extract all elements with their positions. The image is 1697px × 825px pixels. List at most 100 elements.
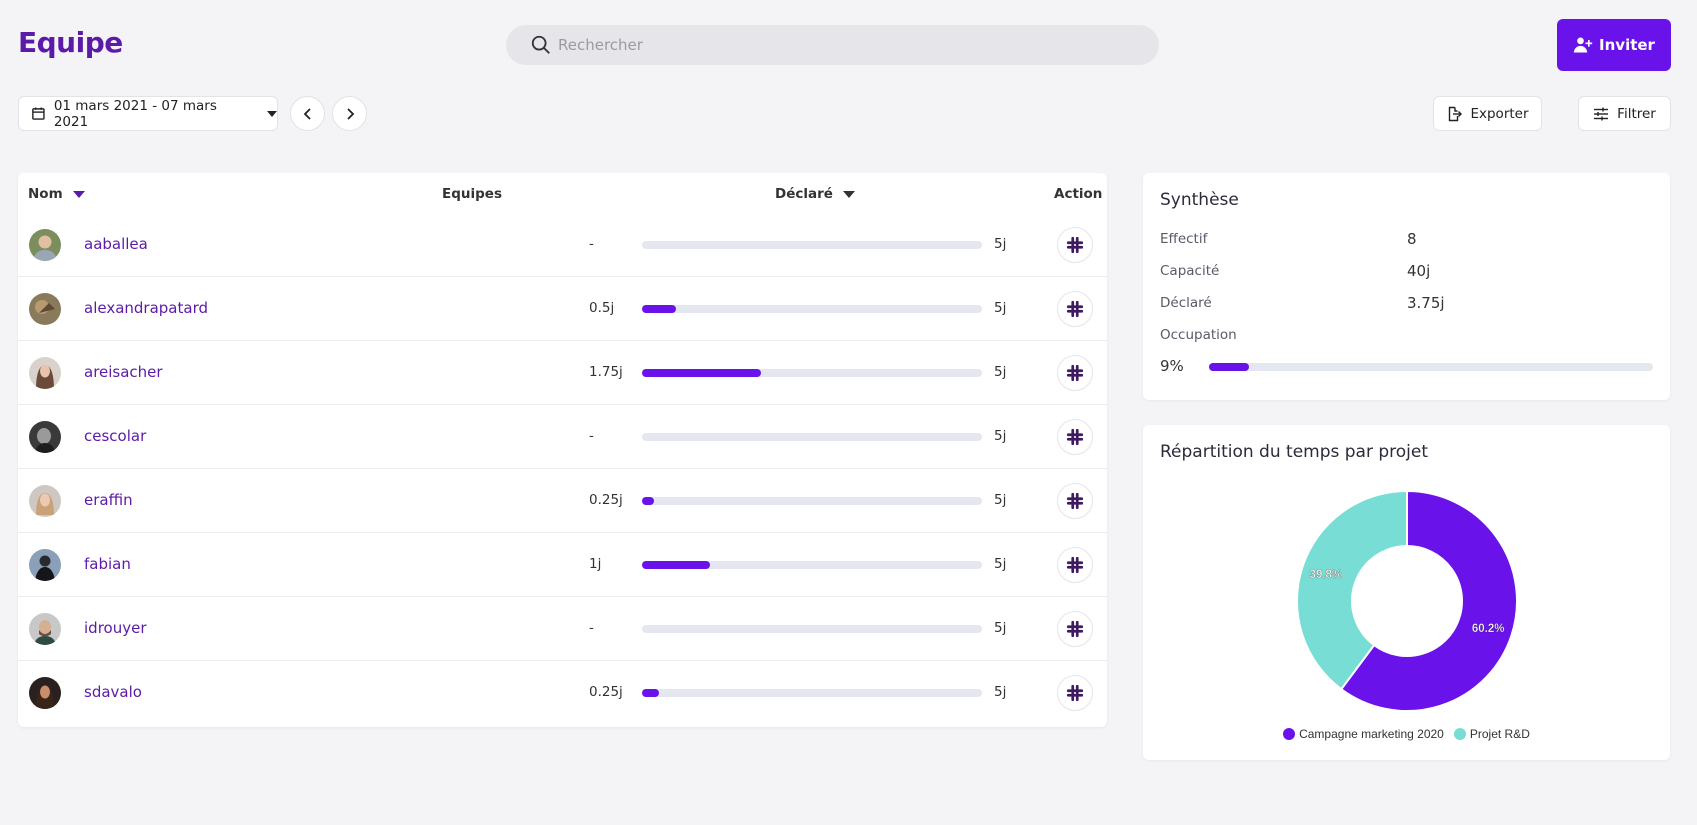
next-week-button[interactable] <box>332 96 367 131</box>
capacity-value: 5j <box>994 492 1007 508</box>
search-bar[interactable] <box>506 25 1159 65</box>
declared-value: 0.25j <box>589 684 623 700</box>
chart-title: Répartition du temps par projet <box>1160 442 1429 462</box>
username-link[interactable]: fabian <box>84 555 131 573</box>
slack-icon <box>1066 620 1084 638</box>
table-row[interactable]: cescolar - 5j <box>18 405 1107 469</box>
calendar-icon <box>32 107 45 120</box>
legend-item[interactable]: Campagne marketing 2020 <box>1283 727 1444 741</box>
caret-down-icon <box>267 110 277 117</box>
sort-caret-icon <box>72 190 85 198</box>
avatar <box>29 613 61 645</box>
slack-icon <box>1066 556 1084 574</box>
capacity-value: 5j <box>994 364 1007 380</box>
column-header-name-label: Nom <box>28 186 63 202</box>
slack-button[interactable] <box>1057 291 1093 327</box>
declared-progress-bar <box>642 625 982 633</box>
capacity-value: 5j <box>994 620 1007 636</box>
avatar <box>29 229 61 261</box>
page-title: Equipe <box>18 26 123 59</box>
capacity-value: 5j <box>994 684 1007 700</box>
capacite-label: Capacité <box>1160 263 1220 279</box>
chart-legend: Campagne marketing 2020 Projet R&D <box>1143 727 1670 741</box>
date-range-picker[interactable]: 01 mars 2021 - 07 mars 2021 <box>18 96 278 131</box>
summary-title: Synthèse <box>1160 190 1239 210</box>
declared-progress-bar <box>642 369 982 377</box>
declared-progress-bar <box>642 305 982 313</box>
occupation-progress-bar <box>1209 363 1653 371</box>
slack-icon <box>1066 492 1084 510</box>
legend-dot <box>1283 728 1296 740</box>
slack-button[interactable] <box>1057 355 1093 391</box>
declared-progress-fill <box>642 305 676 313</box>
declared-value: - <box>589 428 594 444</box>
column-header-action: Action <box>1054 186 1103 202</box>
declared-value: - <box>589 236 594 252</box>
username-link[interactable]: areisacher <box>84 363 163 381</box>
slack-button[interactable] <box>1057 547 1093 583</box>
filter-button[interactable]: Filtrer <box>1578 96 1671 131</box>
invite-button[interactable]: Inviter <box>1557 19 1671 71</box>
avatar <box>29 357 61 389</box>
table-row[interactable]: alexandrapatard 0.5j 5j <box>18 277 1107 341</box>
donut-slice[interactable] <box>1296 489 1408 691</box>
slack-button[interactable] <box>1057 611 1093 647</box>
column-header-name[interactable]: Nom <box>28 186 85 202</box>
slack-icon <box>1066 300 1084 318</box>
username-link[interactable]: eraffin <box>84 491 133 509</box>
chevron-right-icon <box>346 107 354 120</box>
declared-progress-fill <box>642 689 659 697</box>
occupation-label: Occupation <box>1160 327 1237 343</box>
slack-icon <box>1066 684 1084 702</box>
username-link[interactable]: cescolar <box>84 427 147 445</box>
table-row[interactable]: aaballea - 5j <box>18 213 1107 277</box>
previous-week-button[interactable] <box>290 96 325 131</box>
table-row[interactable]: sdavalo 0.25j 5j <box>18 661 1107 725</box>
legend-label: Campagne marketing 2020 <box>1299 727 1444 741</box>
declared-progress-bar <box>642 241 982 249</box>
slack-button[interactable] <box>1057 675 1093 711</box>
legend-dot <box>1453 728 1466 740</box>
declared-value: 1.75j <box>589 364 623 380</box>
export-label: Exporter <box>1470 105 1529 122</box>
column-header-declared[interactable]: Déclaré <box>775 186 855 202</box>
slack-button[interactable] <box>1057 419 1093 455</box>
username-link[interactable]: sdavalo <box>84 683 142 701</box>
filter-label: Filtrer <box>1617 105 1656 122</box>
capacity-value: 5j <box>994 556 1007 572</box>
declared-progress-bar <box>642 433 982 441</box>
username-link[interactable]: idrouyer <box>84 619 147 637</box>
capacity-value: 5j <box>994 428 1007 444</box>
table-row[interactable]: areisacher 1.75j 5j <box>18 341 1107 405</box>
slack-button[interactable] <box>1057 227 1093 263</box>
column-header-declared-label: Déclaré <box>775 186 833 202</box>
table-header: Nom Equipes Déclaré Action <box>18 173 1107 213</box>
avatar <box>29 293 61 325</box>
declared-value: 0.25j <box>589 492 623 508</box>
username-link[interactable]: alexandrapatard <box>84 299 208 317</box>
legend-item[interactable]: Projet R&D <box>1453 727 1530 741</box>
table-row[interactable]: idrouyer - 5j <box>18 597 1107 661</box>
username-link[interactable]: aaballea <box>84 235 148 253</box>
search-input[interactable] <box>558 36 1118 54</box>
table-row[interactable]: fabian 1j 5j <box>18 533 1107 597</box>
donut-slice[interactable] <box>1339 489 1518 712</box>
invite-label: Inviter <box>1599 36 1655 54</box>
legend-label: Projet R&D <box>1469 727 1530 741</box>
declare-value: 3.75j <box>1407 294 1445 312</box>
export-button[interactable]: Exporter <box>1433 96 1542 131</box>
occupation-progress-fill <box>1209 363 1249 371</box>
avatar <box>29 421 61 453</box>
donut-chart: 60.2% 39.8% <box>1296 489 1518 712</box>
add-user-icon <box>1573 37 1593 53</box>
time-distribution-card: Répartition du temps par projet 60.2% 39.… <box>1143 425 1670 760</box>
slice-label: 60.2% <box>1472 623 1505 635</box>
slack-button[interactable] <box>1057 483 1093 519</box>
occupation-value: 9% <box>1160 357 1184 375</box>
avatar <box>29 677 61 709</box>
declared-progress-fill <box>642 369 761 377</box>
capacity-value: 5j <box>994 300 1007 316</box>
search-icon <box>531 35 550 54</box>
column-header-teams: Equipes <box>442 186 502 202</box>
table-row[interactable]: eraffin 0.25j 5j <box>18 469 1107 533</box>
